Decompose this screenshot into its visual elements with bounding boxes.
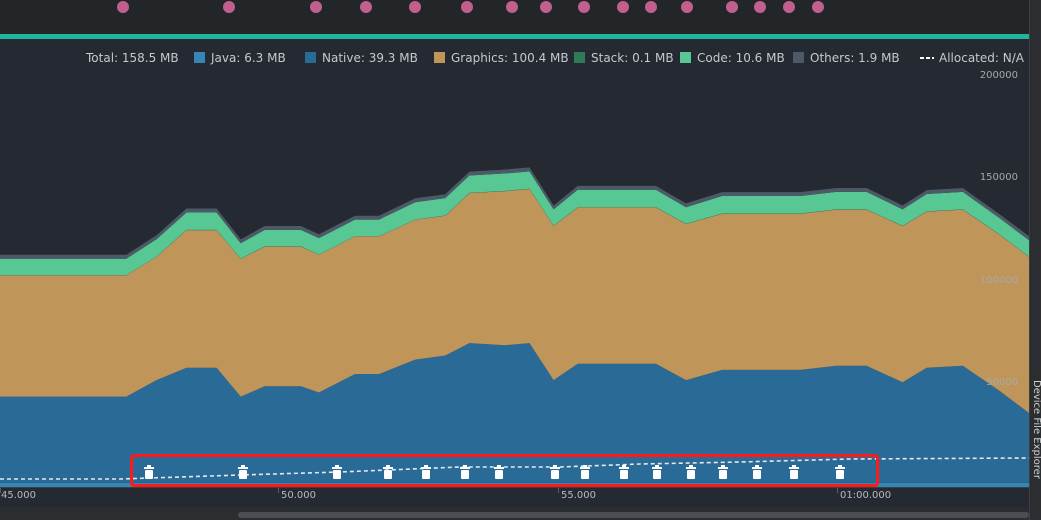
legend-code-label: Code: 10.6 MB <box>697 51 785 65</box>
legend-allocated-label: Allocated: N/A <box>939 51 1024 65</box>
gc-events-highlight-box <box>130 454 879 487</box>
trash-can-icon[interactable] <box>421 465 431 479</box>
series-area-native <box>0 343 1029 483</box>
trash-can-icon[interactable] <box>144 465 154 479</box>
scrollbar-thumb[interactable] <box>238 512 1029 518</box>
right-tool-window-bar[interactable] <box>1029 0 1041 520</box>
y-tick-label: 100000 <box>979 275 1018 286</box>
memory-legend: Total: 158.5 MB Java: 6.3 MB Native: 39.… <box>0 50 1029 66</box>
legend-java: Java: 6.3 MB <box>194 50 286 66</box>
trash-can-icon[interactable] <box>383 465 393 479</box>
event-dot[interactable] <box>681 1 693 13</box>
x-tick-label: 50.000 <box>281 490 316 501</box>
event-dot[interactable] <box>409 1 421 13</box>
event-dot[interactable] <box>310 1 322 13</box>
event-dot[interactable] <box>783 1 795 13</box>
event-timeline-strip <box>0 0 1029 34</box>
x-tick-label: 01:00.000 <box>840 490 892 501</box>
trash-can-icon[interactable] <box>718 465 728 479</box>
legend-allocated: Allocated: N/A <box>920 50 1024 66</box>
trash-can-icon[interactable] <box>789 465 799 479</box>
event-dot[interactable] <box>754 1 766 13</box>
x-tick-mark <box>837 488 838 493</box>
x-tick-mark <box>278 488 279 493</box>
event-dot[interactable] <box>223 1 235 13</box>
trash-can-icon[interactable] <box>686 465 696 479</box>
x-tick-mark <box>558 488 559 493</box>
legend-java-label: Java: 6.3 MB <box>211 51 286 65</box>
trash-can-icon[interactable] <box>752 465 762 479</box>
trash-can-icon[interactable] <box>332 465 342 479</box>
dashed-line-icon <box>920 57 934 59</box>
memory-chart[interactable] <box>0 39 1029 487</box>
y-tick-label: 150000 <box>979 172 1018 183</box>
trash-can-icon[interactable] <box>580 465 590 479</box>
trash-can-icon[interactable] <box>550 465 560 479</box>
event-dot[interactable] <box>461 1 473 13</box>
device-file-explorer-tab[interactable]: Device File Explorer <box>1031 380 1041 479</box>
legend-stack-swatch <box>574 52 585 63</box>
legend-native-label: Native: 39.3 MB <box>322 51 418 65</box>
legend-total: Total: 158.5 MB <box>86 51 179 65</box>
series-area-graphics <box>0 189 1029 413</box>
event-dot[interactable] <box>812 1 824 13</box>
legend-others: Others: 1.9 MB <box>793 50 900 66</box>
legend-code-swatch <box>680 52 691 63</box>
event-dot[interactable] <box>578 1 590 13</box>
legend-others-swatch <box>793 52 804 63</box>
event-dot[interactable] <box>726 1 738 13</box>
trash-can-icon[interactable] <box>652 465 662 479</box>
event-dot[interactable] <box>617 1 629 13</box>
time-axis: 45.000 50.000 55.000 01:00.000 <box>0 487 1029 508</box>
horizontal-scrollbar[interactable] <box>0 507 1029 520</box>
series-area-code <box>0 171 1029 276</box>
memory-area-chart <box>0 167 1029 487</box>
legend-others-label: Others: 1.9 MB <box>810 51 900 65</box>
legend-graphics-label: Graphics: 100.4 MB <box>451 51 569 65</box>
event-dot[interactable] <box>645 1 657 13</box>
trash-can-icon[interactable] <box>238 465 248 479</box>
legend-stack-label: Stack: 0.1 MB <box>591 51 674 65</box>
legend-stack: Stack: 0.1 MB <box>574 50 674 66</box>
legend-code: Code: 10.6 MB <box>680 50 785 66</box>
x-tick-mark <box>0 488 1 493</box>
trash-can-icon[interactable] <box>835 465 845 479</box>
legend-graphics: Graphics: 100.4 MB <box>434 50 569 66</box>
legend-native-swatch <box>305 52 316 63</box>
trash-can-icon[interactable] <box>494 465 504 479</box>
legend-java-swatch <box>194 52 205 63</box>
event-dot[interactable] <box>360 1 372 13</box>
timeline-accent-line <box>0 34 1029 39</box>
legend-graphics-swatch <box>434 52 445 63</box>
event-dot[interactable] <box>506 1 518 13</box>
x-tick-label: 45.000 <box>1 490 36 501</box>
y-tick-label: 200000 <box>979 70 1018 81</box>
trash-can-icon[interactable] <box>460 465 470 479</box>
legend-native: Native: 39.3 MB <box>305 50 418 66</box>
trash-can-icon[interactable] <box>619 465 629 479</box>
event-dot[interactable] <box>540 1 552 13</box>
y-tick-label: 50000 <box>986 377 1018 388</box>
event-dot[interactable] <box>117 1 129 13</box>
x-tick-label: 55.000 <box>561 490 596 501</box>
